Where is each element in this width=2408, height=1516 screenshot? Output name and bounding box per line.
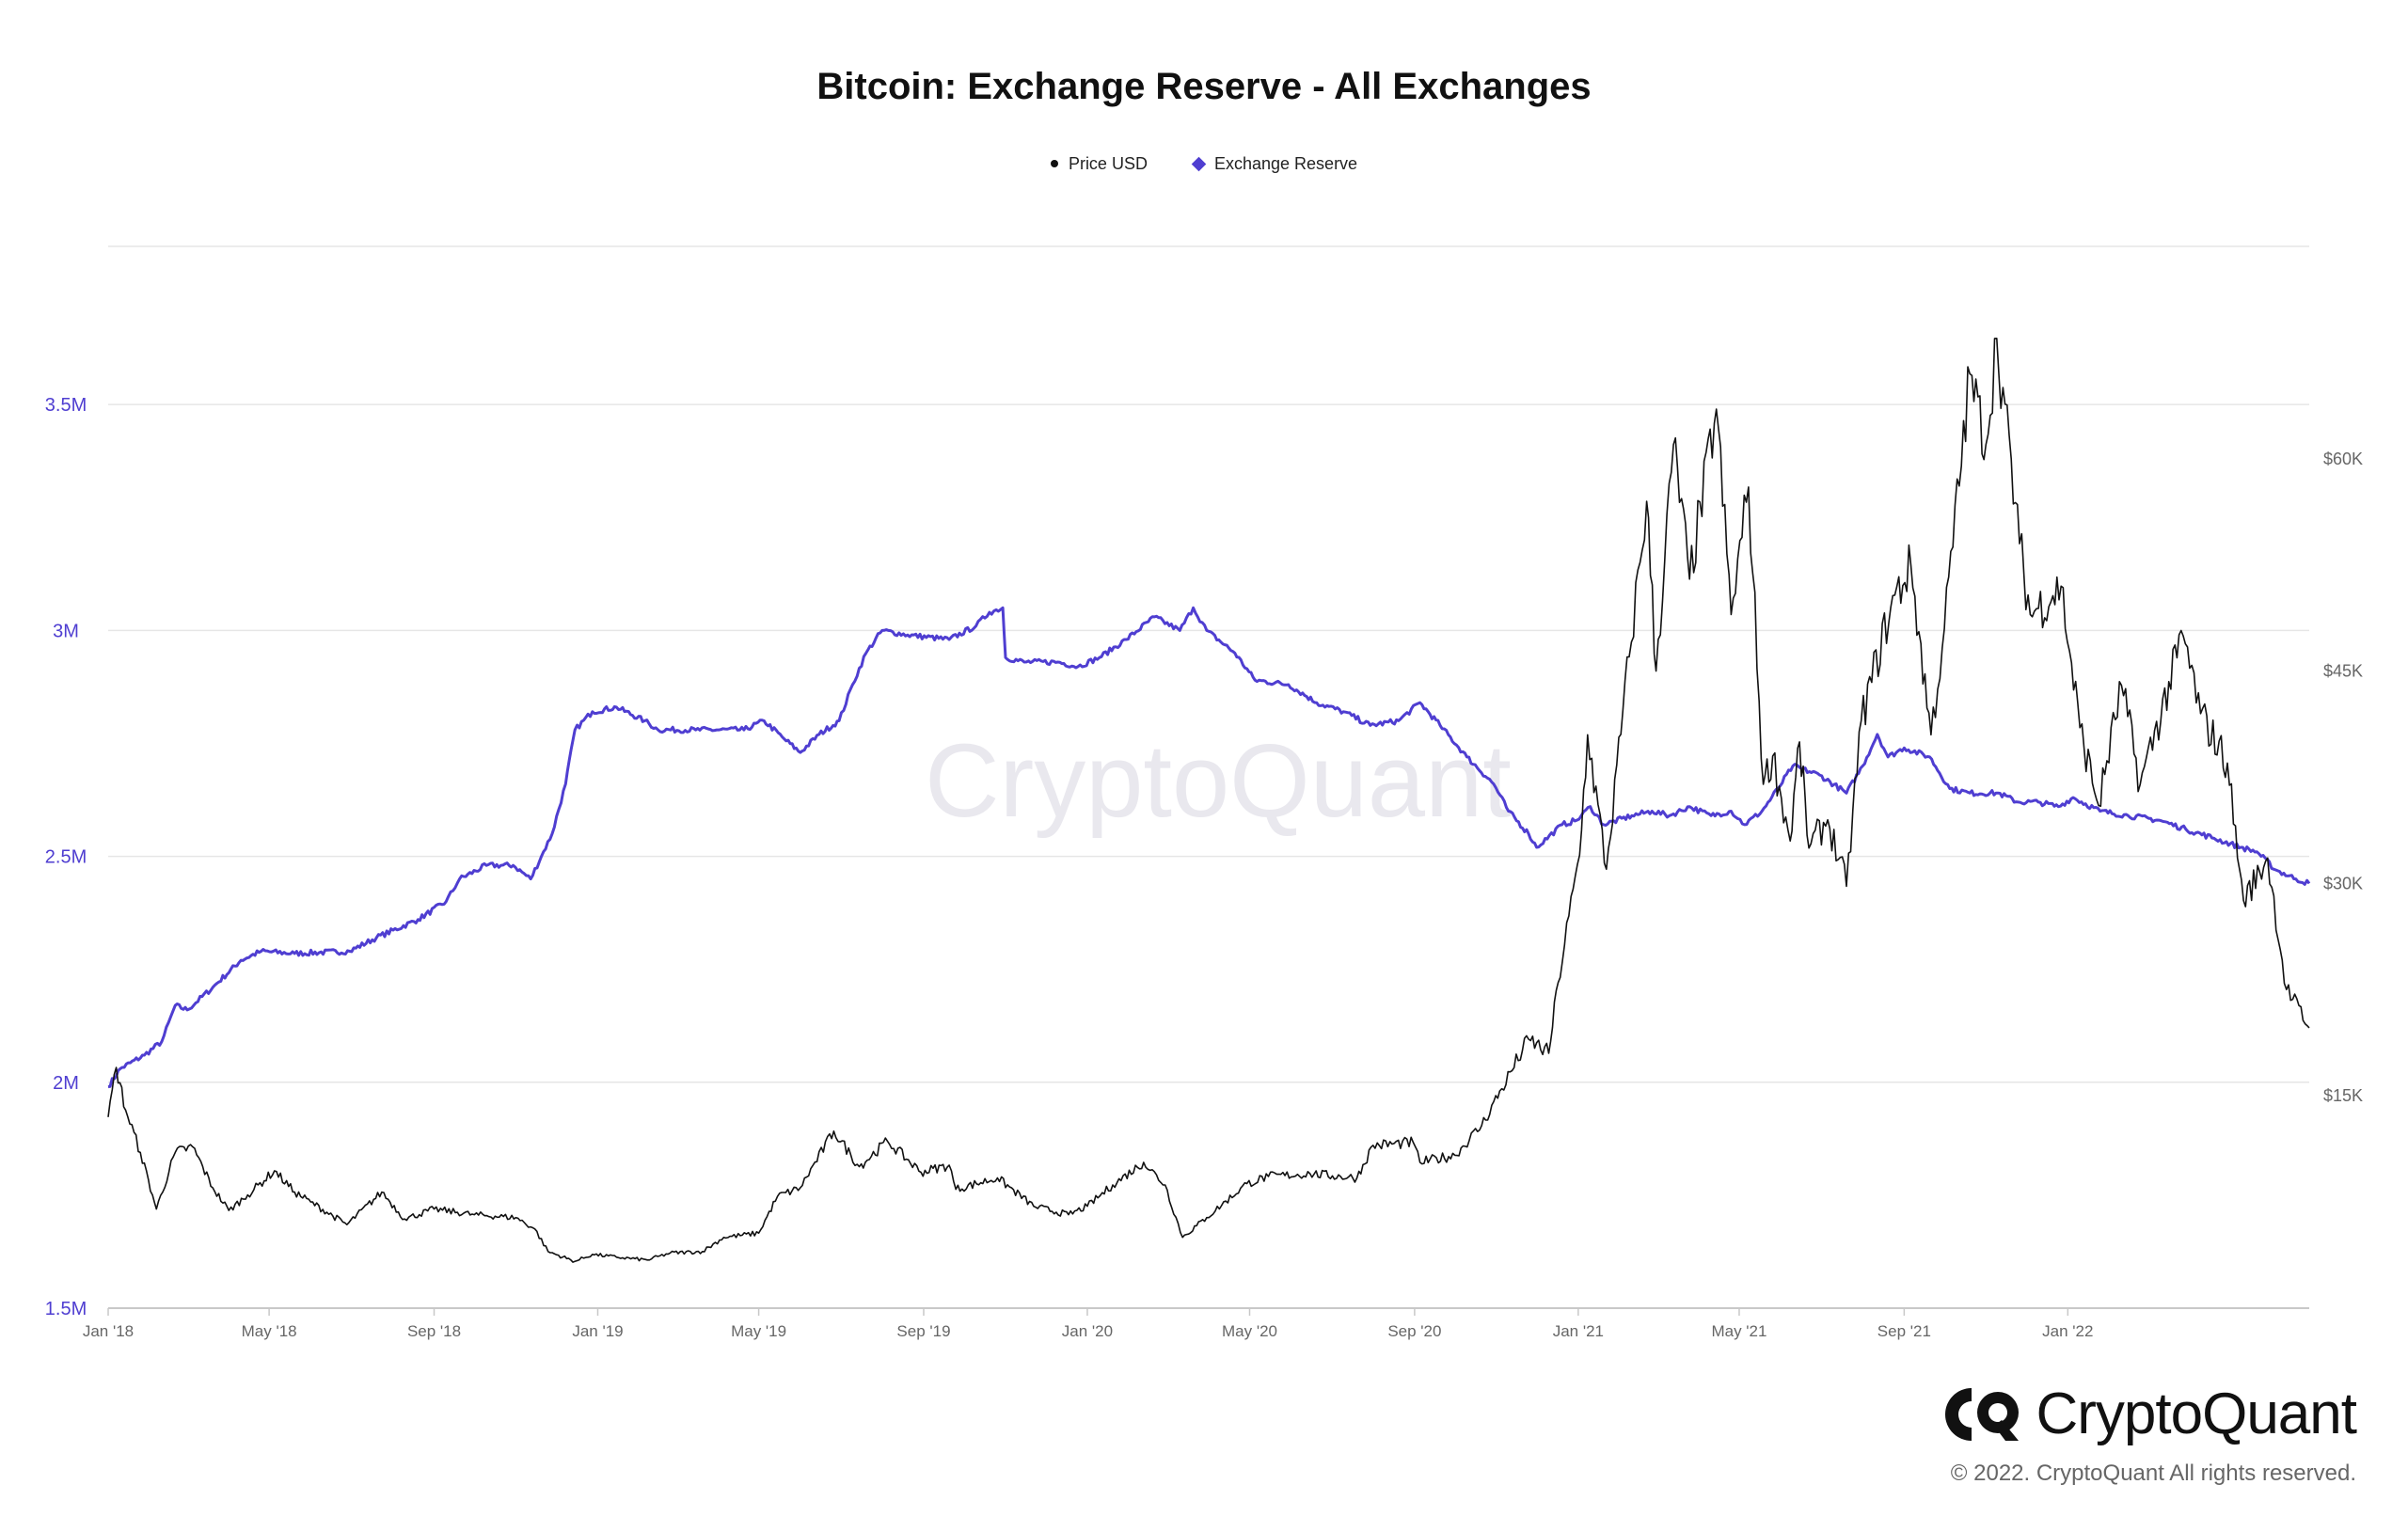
chart-title: Bitcoin: Exchange Reserve - All Exchange… xyxy=(816,66,1592,107)
diamond-icon xyxy=(1191,156,1207,172)
brand-logo-block: CryptoQuant xyxy=(1943,1381,2357,1447)
x-tick-label: Sep '21 xyxy=(1877,1322,1931,1340)
x-tick-label: Sep '19 xyxy=(896,1322,950,1340)
y-left-tick-label: 3M xyxy=(53,621,79,641)
x-tick-label: May '18 xyxy=(242,1322,297,1340)
x-tick-label: Jan '20 xyxy=(1062,1322,1113,1340)
axis-ticks: 1.5M 2M 2.5M 3M 3.5M $15K $30K $45K $60K Jan '18 M… xyxy=(45,395,2363,1340)
gridlines xyxy=(108,245,2309,1309)
x-tick-label: Jan '21 xyxy=(1553,1322,1604,1340)
y-right-tick-label: $45K xyxy=(2323,662,2363,681)
exchange-reserve-line xyxy=(107,606,2311,1089)
y-right-tick-label: $15K xyxy=(2323,1086,2363,1105)
x-tick-label: May '21 xyxy=(1711,1322,1766,1340)
x-tick-label: May '20 xyxy=(1222,1322,1277,1340)
brand-name: CryptoQuant xyxy=(2036,1382,2357,1446)
x-tick-label: Sep '20 xyxy=(1387,1322,1441,1340)
legend-item-reserve[interactable]: Exchange Reserve xyxy=(1191,153,1358,174)
y-right-tick-label: $30K xyxy=(2323,874,2363,892)
y-left-tick-label: 1.5M xyxy=(45,1299,87,1319)
legend: Price USD Exchange Reserve xyxy=(0,153,2408,174)
y-left-tick-label: 2M xyxy=(53,1073,79,1094)
y-left-tick-label: 3.5M xyxy=(45,395,87,416)
dot-icon xyxy=(1050,160,1058,168)
x-tick-label: Jan '18 xyxy=(83,1322,134,1340)
watermark-text: CryptoQuant xyxy=(925,723,1512,839)
x-tick-label: May '19 xyxy=(731,1322,786,1340)
x-tick-label: Sep '18 xyxy=(407,1322,461,1340)
x-tick-label: Jan '22 xyxy=(2042,1322,2093,1340)
series-lines xyxy=(107,338,2311,1263)
y-right-tick-label: $60K xyxy=(2323,450,2363,468)
cryptoquant-logo-icon xyxy=(1945,1387,2020,1441)
price-usd-line xyxy=(107,338,2310,1263)
legend-item-price[interactable]: Price USD xyxy=(1050,153,1148,174)
legend-label-price: Price USD xyxy=(1068,153,1148,173)
x-tick-label: Jan '19 xyxy=(572,1322,623,1340)
copyright-text: © 2022. CryptoQuant All rights reserved. xyxy=(1950,1461,2356,1486)
y-left-tick-label: 2.5M xyxy=(45,847,87,868)
legend-label-reserve: Exchange Reserve xyxy=(1213,153,1358,173)
